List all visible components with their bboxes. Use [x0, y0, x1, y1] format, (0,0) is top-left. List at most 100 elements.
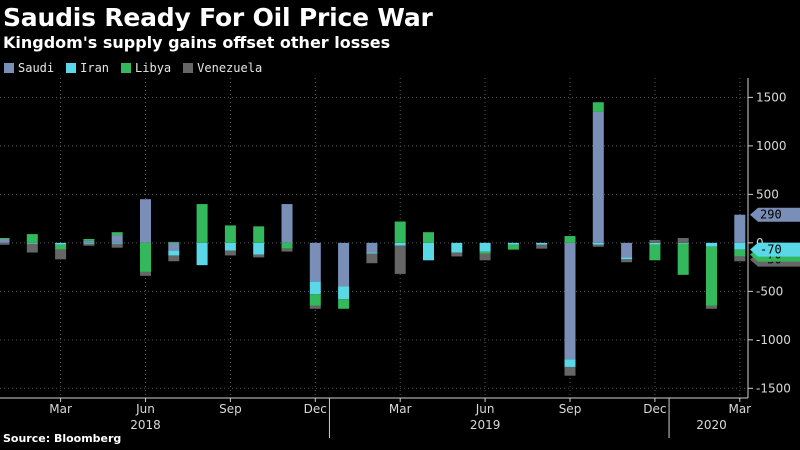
x-tick-label: Dec: [304, 402, 327, 416]
bar-iran: [253, 242, 265, 255]
bar-venezuela: [706, 305, 717, 309]
bar-libya: [309, 294, 321, 306]
bar-libya: [564, 236, 576, 243]
bars: [0, 102, 746, 376]
legend: Saudi Iran Libya Venezuela: [4, 60, 262, 76]
bar-libya: [423, 232, 434, 243]
bar-venezuela: [309, 305, 321, 309]
value-tag-iran: [750, 242, 800, 257]
bar-iran: [394, 242, 406, 246]
legend-swatch-iran: [66, 63, 77, 73]
bar-venezuela: [592, 244, 604, 247]
bar-libya: [111, 232, 123, 236]
bar-iran: [451, 242, 463, 253]
value-tag-label-iran: -70: [760, 243, 782, 257]
year-label: 2019: [470, 418, 501, 432]
bar-libya: [253, 226, 265, 243]
legend-label-libya: Libya: [135, 61, 172, 75]
axes: 150010005000-500-1000-1500MarJunSepDecMa…: [0, 78, 791, 438]
bar-saudi: [281, 204, 293, 243]
bar-iran: [423, 242, 434, 261]
value-tag-label-saudi: 290: [760, 208, 782, 222]
bar-saudi: [111, 235, 123, 243]
value-tag-saudi: [750, 207, 800, 222]
legend-label-saudi: Saudi: [18, 61, 55, 75]
bar-iran: [55, 242, 67, 245]
bar-iran: [168, 250, 180, 256]
y-tick-label: -500: [756, 284, 783, 298]
bar-venezuela: [0, 242, 10, 245]
bar-venezuela: [253, 254, 265, 258]
bar-venezuela: [83, 243, 95, 246]
x-tick-label: Mar: [728, 402, 751, 416]
x-tick-label: Jun: [135, 402, 155, 416]
bar-libya: [507, 244, 519, 250]
bar-iran: [564, 359, 576, 367]
legend-swatch-saudi: [4, 63, 14, 73]
bar-venezuela: [26, 243, 38, 253]
bar-saudi: [140, 199, 151, 243]
bar-iran: [592, 242, 604, 245]
bar-iran: [677, 242, 689, 244]
x-tick-label: Sep: [559, 402, 582, 416]
bar-libya: [677, 243, 689, 275]
year-label: 2020: [696, 418, 727, 432]
bar-iran: [224, 242, 236, 251]
bar-venezuela: [224, 250, 236, 256]
bar-iran: [83, 242, 95, 244]
x-tick-label: Sep: [219, 402, 242, 416]
legend-item-libya: Libya: [121, 61, 171, 75]
x-tick-label: Dec: [643, 402, 666, 416]
bar-venezuela: [621, 259, 633, 263]
bar-libya: [83, 238, 95, 241]
bar-iran: [507, 242, 519, 245]
bar-saudi: [309, 242, 321, 282]
bar-saudi: [621, 242, 633, 258]
bar-saudi: [338, 242, 350, 287]
y-tick-label: 1500: [756, 90, 787, 104]
bar-libya: [734, 249, 746, 257]
bar-libya: [224, 225, 236, 243]
bar-libya: [0, 238, 10, 239]
y-tick-label: 1000: [756, 139, 787, 153]
bar-venezuela: [168, 255, 180, 262]
bar-libya: [592, 102, 604, 112]
bar-iran: [366, 252, 378, 254]
bar-libya: [394, 221, 406, 243]
bar-libya: [168, 241, 180, 243]
legend-item-saudi: Saudi: [4, 61, 54, 75]
year-label: 2018: [130, 418, 161, 432]
bar-libya: [26, 234, 38, 243]
bar-venezuela: [536, 244, 548, 249]
bar-venezuela: [140, 271, 151, 276]
bar-saudi: [168, 242, 180, 251]
x-tick-label: Mar: [389, 402, 412, 416]
bar-venezuela: [55, 249, 67, 260]
bar-iran: [621, 257, 633, 260]
chart-subtitle: Kingdom's supply gains offset other loss…: [3, 33, 391, 52]
bar-saudi: [592, 111, 604, 243]
bar-venezuela: [366, 253, 378, 264]
bar-saudi: [366, 242, 378, 253]
bar-venezuela: [734, 256, 746, 262]
bar-iran: [706, 242, 717, 247]
bar-venezuela: [111, 243, 123, 248]
bar-libya: [479, 251, 491, 254]
legend-label-venezuela: Venezuela: [197, 61, 263, 75]
bar-libya: [649, 244, 661, 261]
bar-venezuela: [677, 238, 689, 243]
bar-iran: [309, 281, 321, 295]
bar-iran: [536, 242, 548, 245]
bar-venezuela: [564, 366, 576, 376]
bar-libya: [281, 242, 293, 249]
bar-saudi: [734, 214, 746, 243]
bar-iran: [649, 242, 661, 245]
bar-venezuela: [451, 252, 463, 257]
bar-venezuela: [281, 248, 293, 252]
y-tick-label: 500: [756, 187, 779, 201]
legend-swatch-libya: [121, 63, 132, 73]
x-tick-label: Jun: [475, 402, 495, 416]
bar-iran: [196, 242, 208, 266]
bar-libya: [55, 244, 67, 250]
